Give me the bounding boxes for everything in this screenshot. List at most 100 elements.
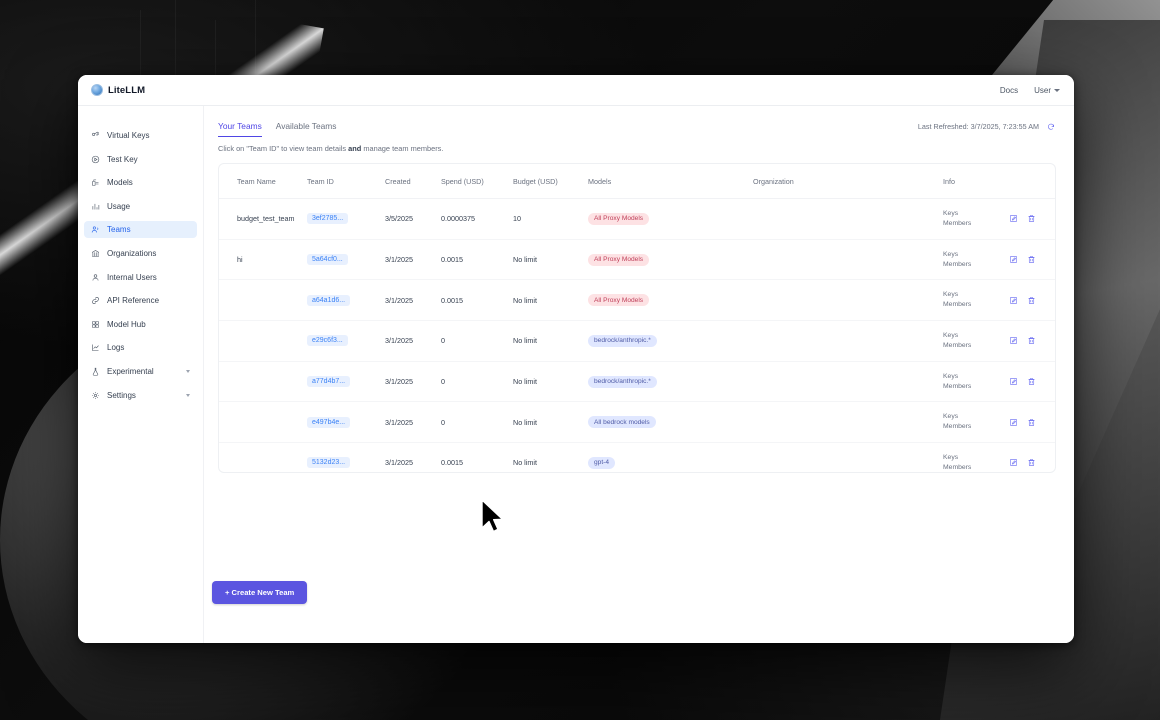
sidebar-item-settings[interactable]: Settings	[84, 387, 197, 404]
info-members[interactable]: Members	[943, 219, 972, 227]
sidebar-item-label: Usage	[107, 201, 131, 211]
info-members[interactable]: Members	[943, 382, 972, 390]
cell-organization	[753, 320, 943, 362]
chevron-down-icon	[1054, 88, 1060, 92]
edit-icon[interactable]	[1009, 255, 1018, 264]
cell-info: Keys Members	[943, 239, 1009, 281]
gear-icon	[91, 391, 100, 400]
cell-spend: 0.0015	[441, 279, 513, 322]
model-badge: All bedrock models	[588, 416, 656, 429]
team-id-pill[interactable]: e497b4e...	[307, 416, 351, 428]
trash-icon[interactable]	[1027, 296, 1036, 305]
info-keys[interactable]: Keys	[943, 250, 959, 258]
litellm-logo-icon	[91, 84, 103, 96]
info-keys[interactable]: Keys	[943, 413, 959, 421]
sidebar-item-experimental[interactable]: Experimental	[84, 363, 197, 380]
cell-budget: No limit	[513, 361, 588, 403]
cell-created: 3/1/2025	[385, 442, 441, 472]
cell-team-id: 5a64cf0...	[307, 239, 385, 281]
column-header: Spend (USD)	[441, 164, 513, 199]
sidebar-item-label: Logs	[107, 343, 125, 353]
sidebar-item-label: Internal Users	[107, 272, 157, 282]
edit-icon[interactable]	[1009, 214, 1018, 223]
cell-actions	[1009, 198, 1055, 240]
cell-organization	[753, 401, 943, 444]
sidebar-item-teams[interactable]: Teams	[84, 221, 197, 239]
cell-models: All Proxy Models	[588, 239, 753, 281]
trash-icon[interactable]	[1027, 336, 1036, 345]
team-id-pill[interactable]: 5a64cf0...	[307, 254, 348, 266]
info-keys[interactable]: Keys	[943, 332, 959, 340]
trash-icon[interactable]	[1027, 458, 1036, 467]
trash-icon[interactable]	[1027, 255, 1036, 264]
sidebar-item-organizations[interactable]: Organizations	[84, 245, 197, 262]
cell-info: Keys Members	[943, 442, 1009, 472]
info-keys[interactable]: Keys	[943, 372, 959, 380]
info-members[interactable]: Members	[943, 423, 972, 431]
edit-icon[interactable]	[1009, 377, 1018, 386]
sidebar-item-models[interactable]: Models	[84, 174, 197, 191]
sidebar-item-usage[interactable]: Usage	[84, 198, 197, 215]
trash-icon[interactable]	[1027, 214, 1036, 223]
sidebar-item-logs[interactable]: Logs	[84, 339, 197, 356]
edit-icon[interactable]	[1009, 418, 1018, 427]
cell-models: All bedrock models	[588, 401, 753, 444]
key-icon	[91, 131, 100, 140]
sidebar-item-model-hub[interactable]: Model Hub	[84, 316, 197, 333]
trash-icon[interactable]	[1027, 418, 1036, 427]
sidebar-item-virtual-keys[interactable]: Virtual Keys	[84, 127, 197, 144]
user-menu[interactable]: User	[1034, 86, 1060, 95]
cell-organization	[753, 239, 943, 281]
sidebar-item-label: Settings	[107, 390, 136, 400]
info-keys[interactable]: Keys	[943, 291, 959, 299]
chevron-down-icon[interactable]	[186, 369, 190, 373]
sidebar-item-test-key[interactable]: Test Key	[84, 151, 197, 168]
sidebar-item-label: API Reference	[107, 296, 160, 306]
cell-budget: No limit	[513, 442, 588, 472]
chevron-down-icon[interactable]	[186, 393, 190, 397]
brand[interactable]: LiteLLM	[91, 84, 145, 96]
edit-icon[interactable]	[1009, 458, 1018, 467]
column-header: Team ID	[307, 164, 385, 199]
tab-your-teams[interactable]: Your Teams	[218, 121, 262, 137]
cell-created: 3/1/2025	[385, 279, 441, 322]
cell-organization	[753, 198, 943, 240]
refresh-icon[interactable]	[1045, 121, 1056, 132]
team-id-pill[interactable]: 3ef2785...	[307, 213, 349, 225]
edit-icon[interactable]	[1009, 296, 1018, 305]
cell-models: All Proxy Models	[588, 279, 753, 322]
team-id-pill[interactable]: a77d4b7...	[307, 376, 351, 388]
cell-budget: 10	[513, 198, 588, 240]
sidebar-item-api-reference[interactable]: API Reference	[84, 292, 197, 309]
cell-created: 3/1/2025	[385, 401, 441, 444]
edit-icon[interactable]	[1009, 336, 1018, 345]
team-id-pill[interactable]: e29c6f3...	[307, 335, 348, 347]
model-badge: gpt-4	[588, 456, 616, 469]
play-circle-icon	[91, 155, 100, 164]
info-members[interactable]: Members	[943, 341, 972, 349]
bank-icon	[91, 249, 100, 258]
info-keys[interactable]: Keys	[943, 454, 959, 462]
cell-budget: No limit	[513, 279, 588, 322]
trash-icon[interactable]	[1027, 377, 1036, 386]
tab-available-teams[interactable]: Available Teams	[275, 121, 337, 131]
info-members[interactable]: Members	[943, 260, 972, 268]
cell-team-name	[219, 361, 307, 403]
team-id-pill[interactable]: 5132d23...	[307, 457, 351, 469]
team-id-pill[interactable]: a64a1d6...	[307, 294, 351, 306]
cell-team-name: budget_test_team	[219, 198, 307, 240]
user-menu-label: User	[1034, 85, 1051, 95]
info-members[interactable]: Members	[943, 463, 972, 471]
column-header	[1009, 164, 1055, 199]
sidebar-item-internal-users[interactable]: Internal Users	[84, 269, 197, 286]
subtitle-pre: Click on "Team ID" to view team details	[218, 144, 349, 153]
table-row: budget_test_team 3ef2785... 3/5/2025 0.0000…	[219, 198, 1055, 240]
info-keys[interactable]: Keys	[943, 210, 959, 217]
brand-name: LiteLLM	[108, 84, 146, 96]
create-new-team-button[interactable]: + Create New Team	[212, 581, 308, 604]
cell-info: Keys Members	[943, 401, 1009, 444]
column-header: Created	[385, 164, 441, 199]
models-icon	[91, 178, 100, 187]
docs-link[interactable]: Docs	[999, 85, 1019, 95]
info-members[interactable]: Members	[943, 301, 972, 309]
